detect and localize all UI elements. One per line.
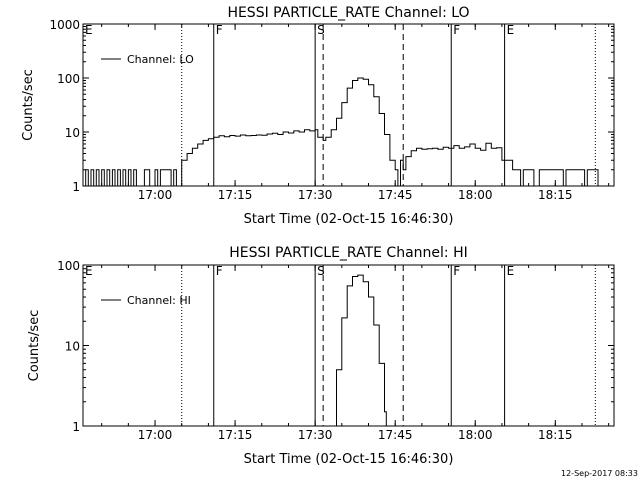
x-axis-label: Start Time (02-Oct-15 16:46:30) [244,212,454,227]
x-tick-label: 17:15 [218,428,253,442]
x-tick-label: 18:15 [538,428,573,442]
event-marker-label: E [85,23,93,37]
x-tick-label: 17:45 [378,428,413,442]
x-tick-label: 17:00 [138,428,173,442]
legend-label: Channel: LO [127,53,194,66]
y-tick-label: 100 [57,259,80,273]
event-marker-label: E [507,264,515,278]
chart-panel-hi: HESSI PARTICLE_RATE Channel: HI E F S E F 17:0… [27,245,615,467]
footer-timestamp: 12-Sep-2017 08:33 [561,469,638,478]
x-axis-label: Start Time (02-Oct-15 16:46:30) [244,452,454,467]
x-tick-label: 17:00 [138,188,173,202]
y-tick-label: 1 [72,180,80,194]
x-tick-label: 17:30 [298,188,333,202]
chart-title: HESSI PARTICLE_RATE Channel: LO [227,5,469,21]
y-tick-label: 1000 [49,18,80,32]
event-marker-label: E [507,23,515,37]
y-axis-label: Counts/sec [27,310,42,382]
x-tick-label: 18:00 [458,188,493,202]
legend-label: Channel: HI [127,294,191,307]
series-line [83,77,604,187]
x-tick-label: 17:45 [378,188,413,202]
chart-title: HESSI PARTICLE_RATE Channel: HI [229,245,467,261]
x-tick-label: 18:00 [458,428,493,442]
x-tick-label: 17:30 [298,428,333,442]
event-marker-label: F [453,23,460,37]
y-tick-label: 10 [65,340,80,354]
y-tick-label: 10 [65,126,80,140]
event-marker-label: S [317,23,325,37]
series-line [331,274,387,427]
y-tick-label: 1 [72,420,80,434]
plot-frame [82,23,615,187]
event-marker-label: F [216,23,223,37]
x-tick-label: 17:15 [218,188,253,202]
chart-panel-lo: HESSI PARTICLE_RATE Channel: LO E F S E F 17:0… [21,5,615,227]
plot-frame [82,264,615,427]
y-tick-label: 100 [57,72,80,86]
event-marker-label: F [453,264,460,278]
event-marker-label: E [85,264,93,278]
y-axis-label: Counts/sec [21,69,36,141]
event-marker-label: S [317,264,325,278]
x-tick-label: 18:15 [538,188,573,202]
event-marker-label: F [216,264,223,278]
